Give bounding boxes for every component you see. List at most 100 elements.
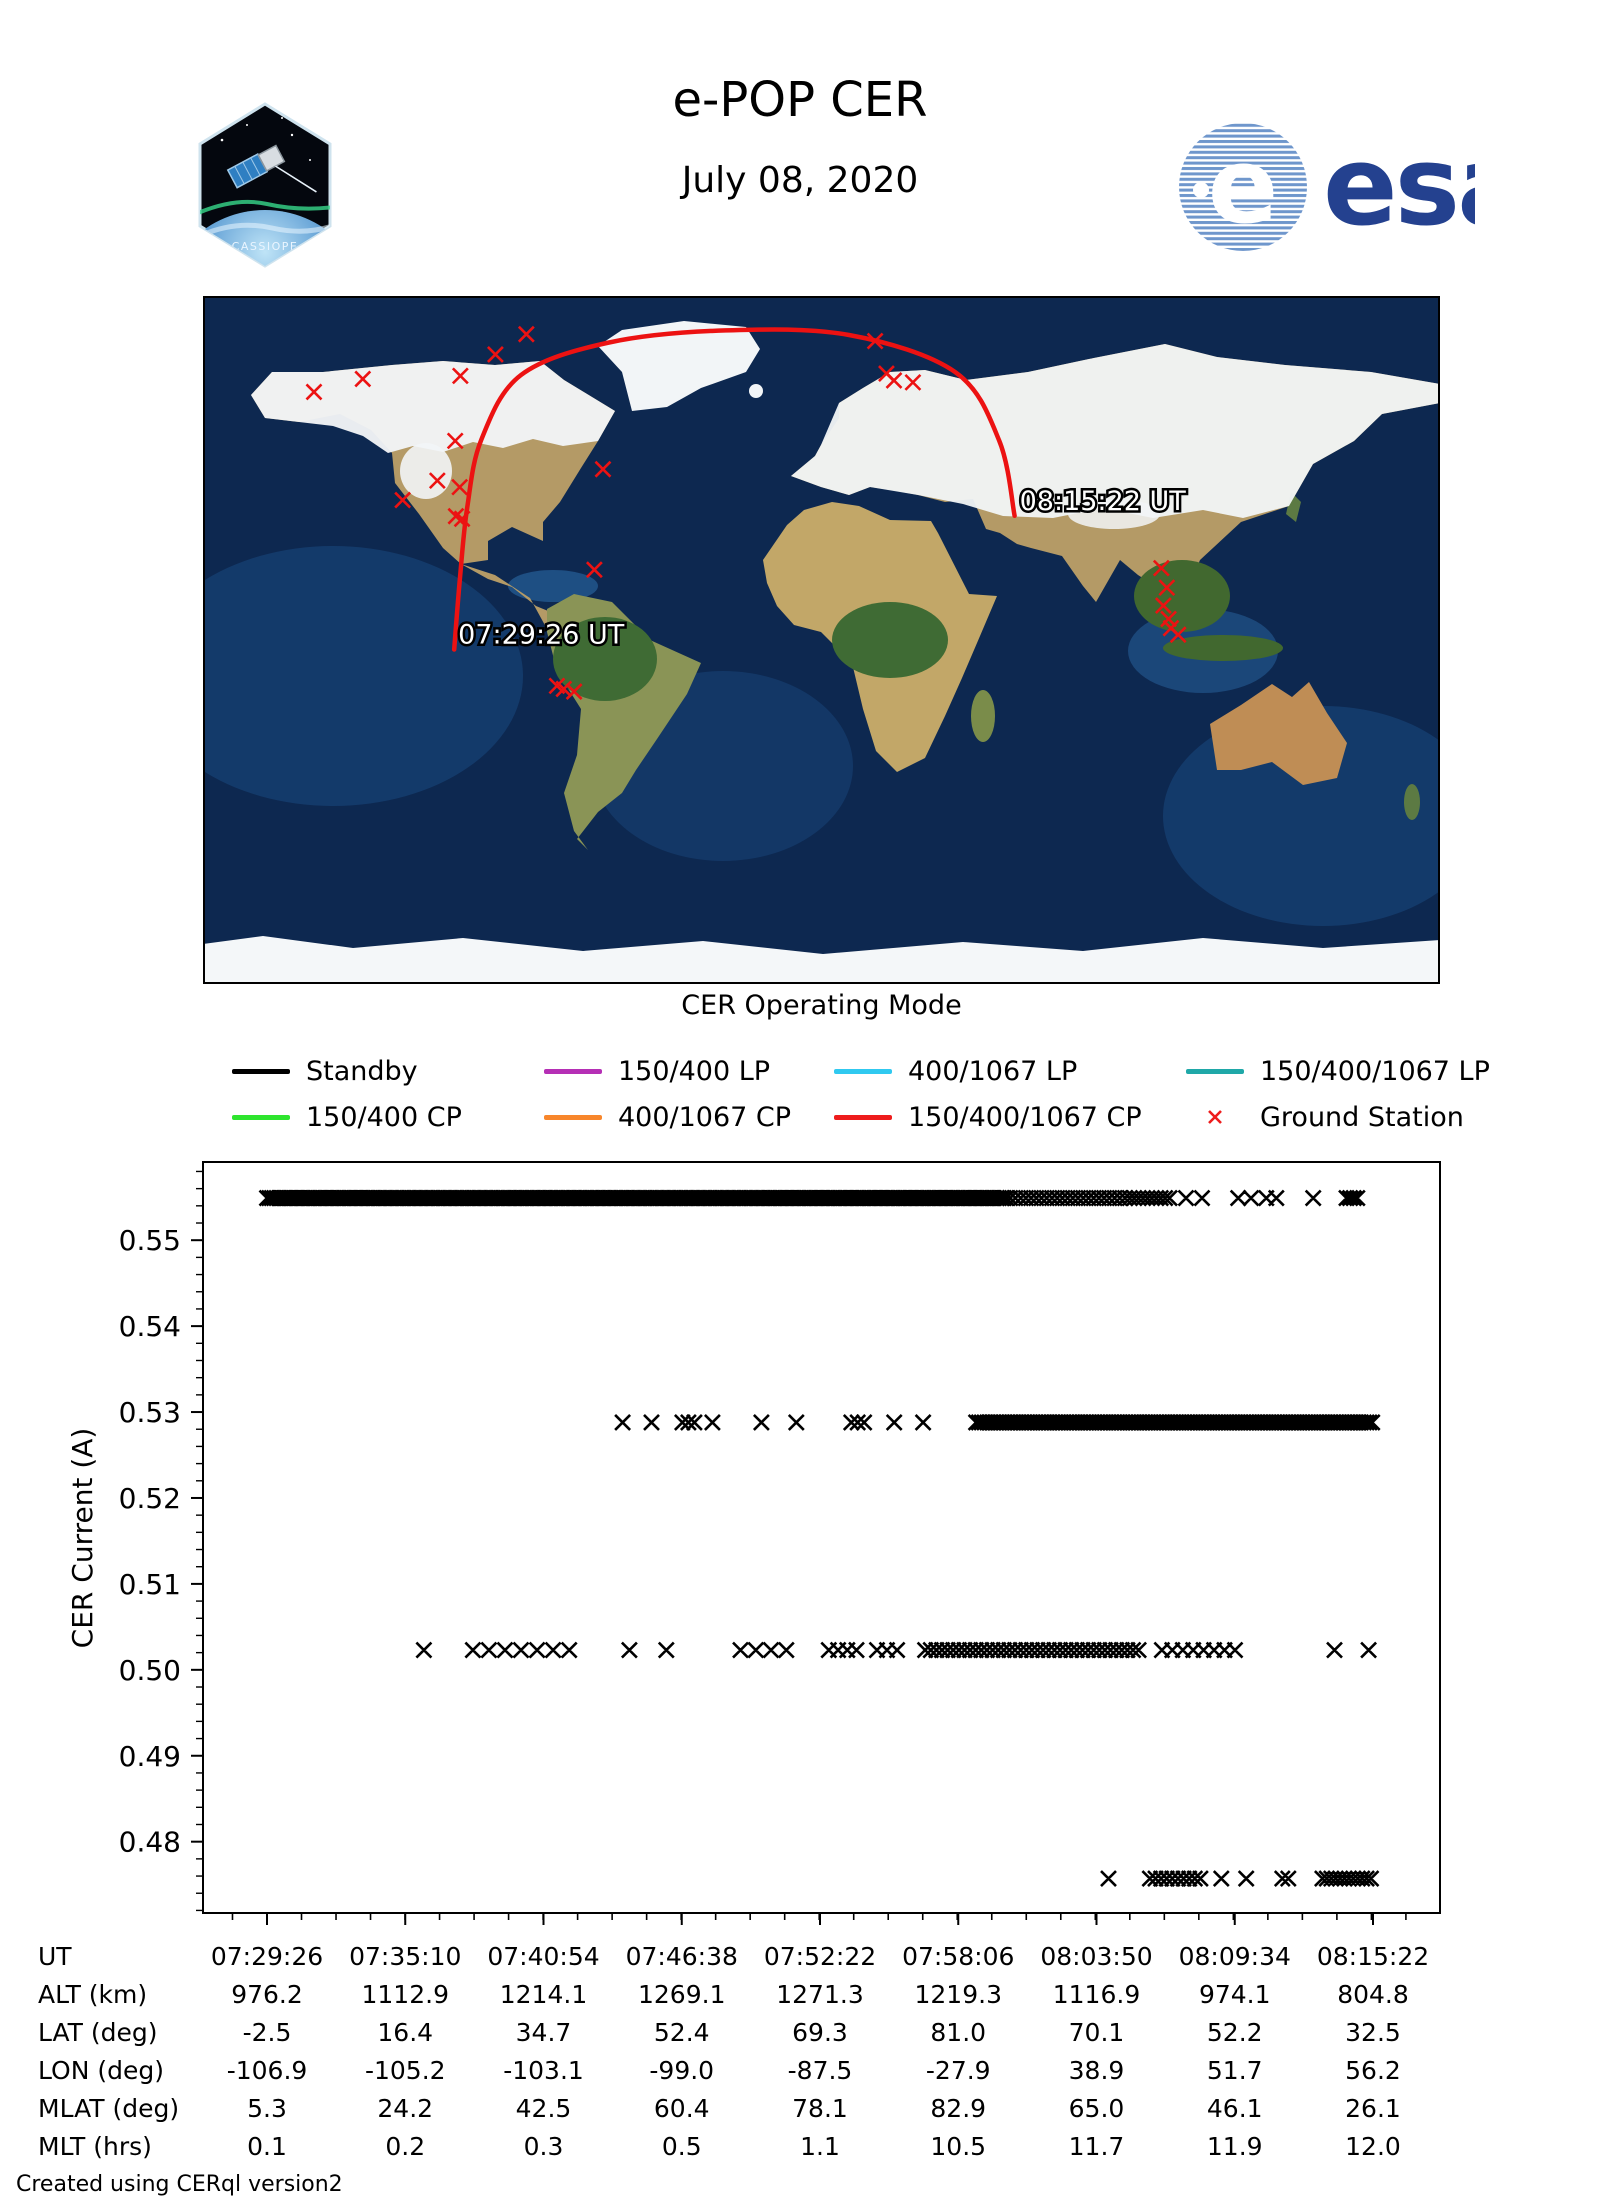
- table-cell: 70.1: [1068, 2018, 1125, 2047]
- table-cell: 26.1: [1345, 2094, 1401, 2123]
- y-tick-label: 0.49: [119, 1740, 181, 1773]
- table-cell: 42.5: [515, 2094, 572, 2123]
- ground-station-marker: [428, 472, 446, 490]
- y-tick-label: 0.51: [119, 1568, 181, 1601]
- esa-wordmark: esa: [1323, 122, 1475, 250]
- y-tick-label: 0.48: [119, 1826, 181, 1859]
- table-cell: 0.1: [247, 2132, 287, 2161]
- table-cell: -2.5: [242, 2018, 292, 2047]
- legend-line-swatch: [544, 1114, 602, 1120]
- page-title: e-POP CER: [672, 72, 928, 128]
- data-table: UT 07:29:26 07:35:10 07:40:54 07:46:38 07:52:…: [0, 1942, 1600, 2172]
- legend-item-label: Ground Station: [1260, 1101, 1464, 1133]
- scatter-band-0.5023: [415, 1641, 1378, 1659]
- map-end-time-label: 08:15:22 UT: [1020, 486, 1187, 517]
- plot-ticks: 0.48 0.49 0.50 0.51 0.52 0.53 0.54 0.55: [119, 1170, 1407, 1925]
- ground-station-marker: [451, 367, 469, 385]
- ground-station-marker: [565, 683, 583, 701]
- table-cell: 60.4: [653, 2094, 710, 2123]
- legend-item: 400/1067 CP: [544, 1094, 834, 1140]
- ground-station-marker: [885, 372, 903, 389]
- table-cell: 11.7: [1068, 2132, 1125, 2161]
- table-cell: 08:15:22: [1316, 1942, 1430, 1971]
- table-cell: 24.2: [377, 2094, 434, 2123]
- ground-station-marker: [1169, 626, 1187, 644]
- table-cell: 34.7: [515, 2018, 572, 2047]
- ground-station-marker: [446, 432, 464, 450]
- table-cell: 0.5: [661, 2132, 702, 2161]
- table-cell: 07:29:26: [210, 1942, 324, 1971]
- table-cell: 804.8: [1337, 1980, 1409, 2009]
- esa-globe: [1179, 123, 1307, 251]
- table-cell: 10.5: [930, 2132, 987, 2161]
- legend-item-label: 400/1067 LP: [908, 1055, 1078, 1087]
- table-cell: 1271.3: [776, 1980, 864, 2009]
- legend-item-label: 150/400/1067 CP: [908, 1101, 1142, 1133]
- ground-station-marker: [904, 373, 922, 391]
- table-cell: 38.9: [1068, 2056, 1125, 2085]
- legend-item-label: 150/400/1067 LP: [1260, 1055, 1490, 1087]
- ground-station-marker: [585, 561, 603, 579]
- legend-line-swatch: [544, 1068, 602, 1074]
- legend-item: 150/400 CP: [232, 1094, 544, 1140]
- legend-item: 150/400/1067 LP: [1186, 1048, 1566, 1094]
- scatter-band-0.5549: [258, 1189, 1366, 1207]
- table-cell: 1112.9: [361, 1980, 449, 2009]
- legend-item: 150/400/1067 CP: [834, 1094, 1186, 1140]
- ocean-shading: [203, 388, 1440, 926]
- legend-line-swatch: [834, 1068, 892, 1074]
- table-cell: 07:35:10: [349, 1942, 462, 1971]
- table-row-label: ALT (km): [38, 1980, 148, 2009]
- legend-item: Ground Station: [1186, 1094, 1566, 1140]
- map-start-time-label: 07:29:26 UT: [458, 620, 625, 651]
- esa-globe-e: e: [1208, 125, 1279, 247]
- table-cell: 52.4: [653, 2018, 710, 2047]
- table-cell: -27.9: [925, 2056, 991, 2085]
- legend-line-swatch: [232, 1068, 290, 1074]
- ground-station-marker: [555, 680, 573, 698]
- map-frame: [203, 296, 1440, 984]
- table-cell: 1116.9: [1052, 1980, 1141, 2009]
- plot-frame: [202, 1161, 1441, 1914]
- table-cell: 07:58:06: [902, 1942, 1015, 1971]
- table-cell: 0.2: [385, 2132, 426, 2161]
- table-cell: 69.3: [792, 2018, 848, 2047]
- legend-item-label: 150/400 CP: [306, 1101, 462, 1133]
- table-cell: 07:40:54: [487, 1942, 600, 1971]
- ground-station-marker: [1154, 597, 1172, 615]
- y-tick-label: 0.50: [119, 1654, 181, 1687]
- table-cell: 82.9: [930, 2094, 987, 2123]
- legend-item: Standby: [232, 1048, 544, 1094]
- table-cell: -87.5: [787, 2056, 853, 2085]
- antarctica: [203, 936, 1440, 984]
- legend-item: 150/400 LP: [544, 1048, 834, 1094]
- ground-station-marker: [594, 460, 612, 478]
- table-row-label: LON (deg): [38, 2056, 164, 2085]
- patch-cassiope-text: CASSIOPE: [232, 240, 299, 253]
- table-cell: 81.0: [930, 2018, 987, 2047]
- table-cell: 5.3: [247, 2094, 287, 2123]
- ground-station-marker: [394, 491, 412, 509]
- ground-station-marker: [453, 510, 471, 528]
- scatter-band-0.4757: [1100, 1870, 1380, 1888]
- patch-aurora: [200, 199, 330, 220]
- table-cell: 08:09:34: [1178, 1942, 1291, 1971]
- station-markers: [305, 325, 1187, 701]
- esa-logo: e esa: [1179, 122, 1475, 251]
- snow-cover: [203, 344, 1440, 984]
- table-cell: 07:46:38: [625, 1942, 738, 1971]
- table-cell: 0.3: [523, 2132, 564, 2161]
- ground-station-marker: [305, 383, 323, 401]
- table-cell: 56.2: [1345, 2056, 1401, 2085]
- table-cell: 16.4: [377, 2018, 434, 2047]
- table-cell: 12.0: [1345, 2132, 1401, 2161]
- ground-station-marker: [1158, 579, 1176, 597]
- y-tick-label: 0.52: [119, 1482, 181, 1515]
- y-tick-label: 0.53: [119, 1396, 181, 1429]
- table-row-label: UT: [38, 1942, 72, 1971]
- legend-line-swatch: [232, 1114, 290, 1120]
- table-row-label: LAT (deg): [38, 2018, 158, 2047]
- cer-current-plot: 0.48 0.49 0.50 0.51 0.52 0.53 0.54 0.55 CER Cur…: [66, 1161, 1441, 1925]
- table-cell: -103.1: [503, 2056, 584, 2085]
